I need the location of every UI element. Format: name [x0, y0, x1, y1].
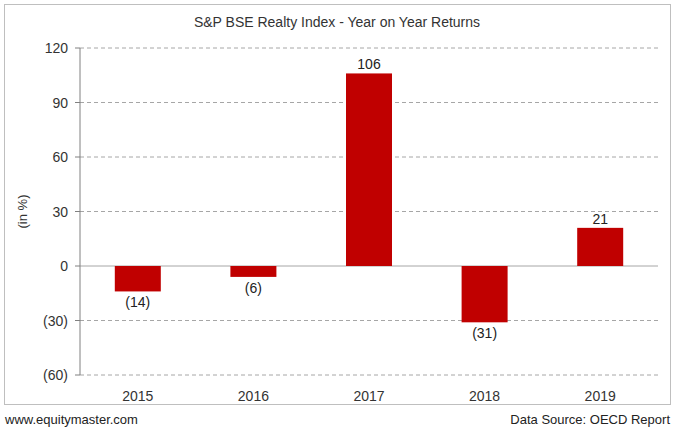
chart-frame — [5, 5, 671, 405]
bar — [230, 266, 276, 277]
grid-line — [80, 375, 658, 376]
bar — [462, 266, 508, 322]
y-tick-label: (30) — [43, 313, 68, 329]
y-axis-label: (in %) — [15, 195, 30, 229]
y-axis — [80, 48, 81, 375]
bar — [115, 266, 161, 291]
title: S&P BSE Realty Index - Year on Year Retu… — [194, 14, 480, 30]
y-tick — [75, 48, 80, 49]
x-tick-label: 2017 — [353, 388, 384, 404]
x-tick-label: 2016 — [238, 388, 269, 404]
y-tick-label: 60 — [52, 149, 68, 165]
data-label: (6) — [245, 280, 262, 296]
y-tick-label: 90 — [52, 95, 68, 111]
bar — [577, 228, 623, 266]
y-tick — [75, 102, 80, 103]
data-label: (31) — [472, 325, 497, 341]
footer-left: www.equitymaster.com — [4, 412, 138, 427]
grid-line — [80, 320, 658, 321]
data-label: 106 — [357, 56, 381, 72]
bars — [115, 73, 623, 322]
y-tick-label: 120 — [45, 40, 69, 56]
y-tick-label: 30 — [52, 204, 68, 220]
data-label: 21 — [592, 211, 608, 227]
y-tick — [75, 320, 80, 321]
data-label: (14) — [125, 294, 150, 310]
grid-line — [80, 48, 658, 49]
y-tick-label: 0 — [60, 258, 68, 274]
y-tick — [75, 211, 80, 212]
footer-right: Data Source: OECD Report — [510, 412, 670, 427]
y-tick-label: (60) — [43, 367, 68, 383]
bar — [346, 73, 392, 266]
chart: S&P BSE Realty Index - Year on Year Retu… — [0, 0, 675, 430]
x-tick-label: 2018 — [469, 388, 500, 404]
y-tick — [75, 375, 80, 376]
x-tick-label: 2015 — [122, 388, 153, 404]
y-tick — [75, 157, 80, 158]
x-tick-label: 2019 — [585, 388, 616, 404]
y-tick — [75, 266, 80, 267]
